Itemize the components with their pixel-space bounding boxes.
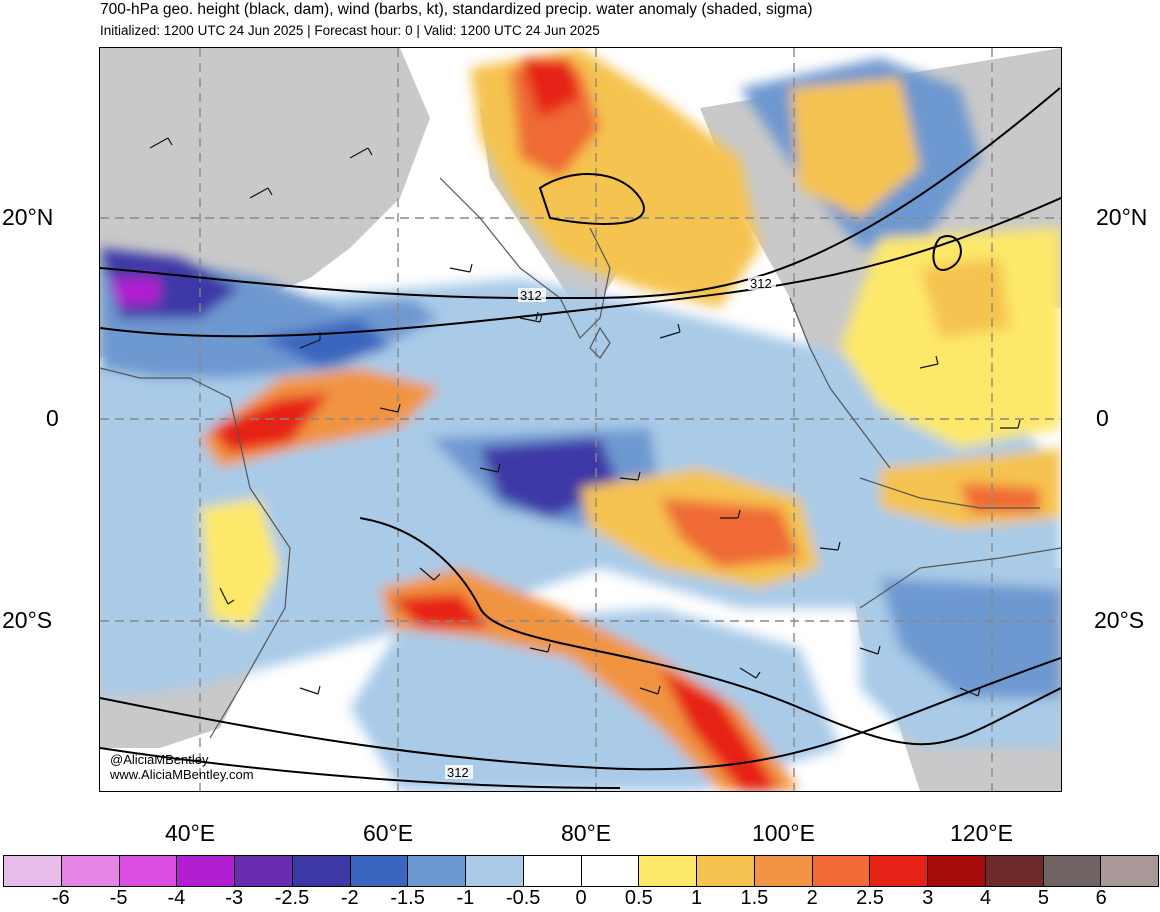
lat-label-20s-left: 20°S <box>2 607 53 633</box>
colorbar-label: -1.5 <box>390 887 425 909</box>
lat-label-20n-left: 20°N <box>2 204 54 230</box>
colorbar-label: 0.5 <box>624 887 653 909</box>
colorbar-swatch <box>754 856 813 886</box>
lon-label-80e: 80°E <box>561 820 612 846</box>
colorbar-label: 2.5 <box>856 887 884 909</box>
coastlines <box>100 177 1061 739</box>
map-title: 700-hPa geo. height (black, dam), wind (… <box>100 1 813 18</box>
colorbar-label: -6 <box>51 887 70 909</box>
colorbar-swatch <box>639 856 697 886</box>
lon-label-100e: 100°E <box>752 820 815 846</box>
colorbar-swatch <box>1101 856 1158 886</box>
colorbar-swatch <box>350 856 409 886</box>
colorbar-label: 4 <box>980 887 992 909</box>
colorbar-swatch <box>4 856 62 886</box>
colorbar-label: 1 <box>691 887 703 909</box>
colorbar-swatch <box>235 856 293 886</box>
weather-map[interactable]: 312 312 312 @AliciaMBentley www.AliciaMB… <box>99 47 1062 792</box>
contour-label: 312 <box>750 276 772 291</box>
lat-label-20s-right: 20°S <box>1094 607 1145 633</box>
map-canvas: 312 312 312 <box>100 48 1061 791</box>
colorbar-swatch <box>61 856 120 886</box>
colorbar-label: -2 <box>340 887 359 909</box>
colorbar-swatch <box>870 856 928 886</box>
lat-label-eq-right: 0 <box>1096 405 1109 431</box>
colorbar-label: 0 <box>575 887 587 909</box>
colorbar-swatch <box>928 856 986 886</box>
colorbar-label: 6 <box>1095 887 1107 909</box>
lon-label-120e: 120°E <box>950 820 1013 846</box>
lon-label-40e: 40°E <box>165 820 216 846</box>
colorbar-swatch <box>523 856 582 886</box>
colorbar-swatch <box>466 856 524 886</box>
lon-label-60e: 60°E <box>363 820 414 846</box>
colorbar-swatch <box>812 856 871 886</box>
colorbar <box>3 855 1159 887</box>
colorbar-swatch <box>408 856 466 886</box>
map-subtitle: Initialized: 1200 UTC 24 Jun 2025 | Fore… <box>100 23 600 38</box>
contour-labels: 312 312 312 <box>445 276 776 780</box>
height-contours <box>100 87 1061 789</box>
colorbar-label: 1.5 <box>740 887 769 909</box>
colorbar-label: 2 <box>806 887 818 909</box>
credit-website[interactable]: www.AliciaMBentley.com <box>110 767 254 782</box>
credit-handle: @AliciaMBentley <box>110 752 209 767</box>
lat-label-20n-right: 20°N <box>1096 204 1148 230</box>
colorbar-label: -0.5 <box>505 887 541 909</box>
colorbar-label: -2.5 <box>274 887 310 909</box>
colorbar-label: -3 <box>225 887 244 909</box>
colorbar-swatch <box>119 856 178 886</box>
colorbar-swatch <box>697 856 755 886</box>
colorbar-swatch <box>177 856 235 886</box>
wind-barbs <box>149 137 1021 697</box>
contour-label: 312 <box>520 288 542 303</box>
lat-lon-grid <box>100 48 1061 791</box>
colorbar-swatch <box>985 856 1044 886</box>
contour-label: 312 <box>447 765 469 780</box>
colorbar-swatch <box>292 856 351 886</box>
colorbar-label: 3 <box>922 887 934 909</box>
lat-label-eq-left: 0 <box>46 405 59 431</box>
colorbar-label: -4 <box>167 887 186 909</box>
colorbar-label: -5 <box>109 887 128 909</box>
colorbar-swatch <box>581 856 640 886</box>
colorbar-label: 5 <box>1037 887 1049 909</box>
colorbar-swatch <box>1043 856 1102 886</box>
colorbar-label: -1 <box>456 887 475 909</box>
